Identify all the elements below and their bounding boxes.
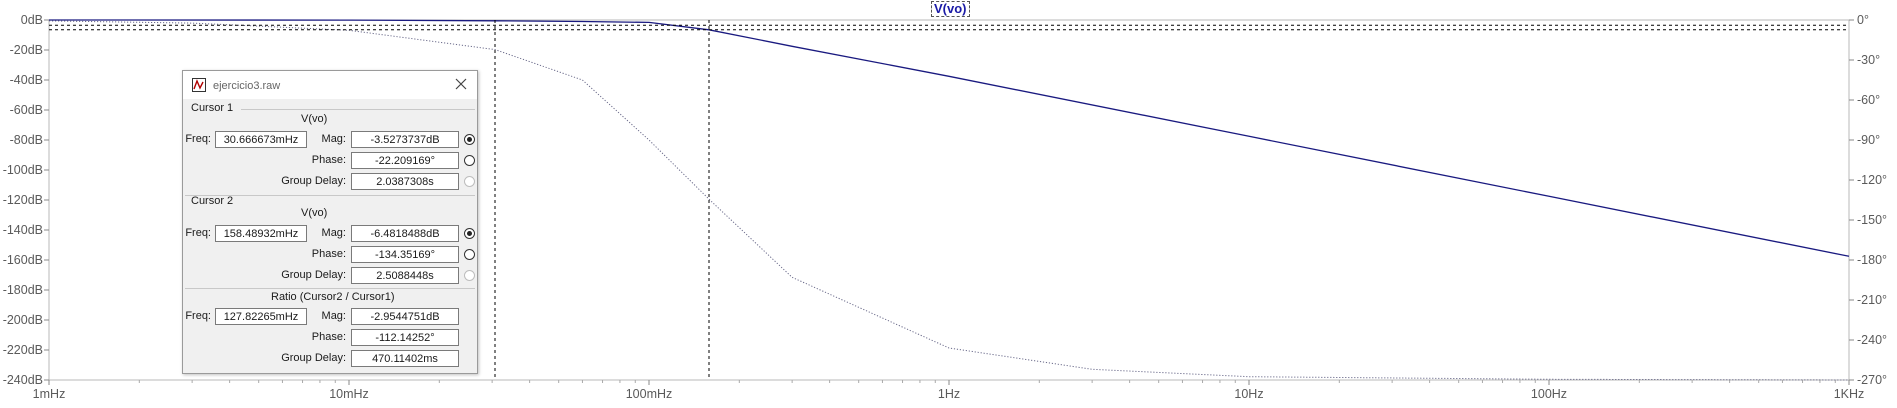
dialog-title: ejercicio3.raw: [213, 80, 281, 92]
x-tick-label: 10mHz: [329, 387, 369, 401]
right-tick-label: -210°: [1857, 293, 1887, 307]
ratio-freq-label: Freq:: [185, 310, 211, 322]
left-tick-label: -220dB: [3, 343, 43, 357]
cursor2-gd-field[interactable]: 2.5088448s: [351, 267, 459, 284]
dialog-titlebar[interactable]: ejercicio3.raw: [183, 71, 477, 99]
right-tick-label: -90°: [1857, 133, 1880, 147]
left-tick-label: 0dB: [21, 13, 43, 27]
ratio-gd-label: Group Delay:: [281, 352, 346, 364]
x-tick-label: 100Hz: [1531, 387, 1567, 401]
cursor1-gd-radio: [464, 176, 475, 187]
right-tick-label: -180°: [1857, 253, 1887, 267]
x-tick-label: 1Hz: [938, 387, 960, 401]
cursor2-mag-field[interactable]: -6.4818488dB: [351, 225, 459, 242]
axis-ticks: 0dB -20dB -40dB -60dB -80dB -100dB -120dB -140d…: [3, 13, 1887, 401]
ratio-mag-label: Mag:: [321, 310, 346, 322]
ratio-freq-field[interactable]: 127.82265mHz: [215, 308, 307, 325]
trace-title[interactable]: V(vo): [931, 1, 970, 17]
ratio-heading: Ratio (Cursor2 / Cursor1): [271, 291, 395, 303]
x-tick-label: 1mHz: [33, 387, 66, 401]
left-tick-label: -40dB: [10, 73, 43, 87]
divider: [185, 195, 475, 196]
left-tick-label: -200dB: [3, 313, 43, 327]
cursor2-trace: V(vo): [301, 207, 328, 219]
ratio-phase-field[interactable]: -112.14252°: [351, 329, 459, 346]
left-tick-label: -240dB: [3, 373, 43, 387]
right-tick-label: -120°: [1857, 173, 1887, 187]
phase-trace: [48, 20, 1850, 381]
cursor1-phase-field[interactable]: -22.209169°: [351, 152, 459, 169]
left-tick-label: -80dB: [10, 133, 43, 147]
left-tick-label: -120dB: [3, 193, 43, 207]
cursor1-gd-label: Group Delay:: [281, 175, 346, 187]
left-tick-label: -140dB: [3, 223, 43, 237]
left-tick-label: -180dB: [3, 283, 43, 297]
cursor2-phase-field[interactable]: -134.35169°: [351, 246, 459, 263]
cursor1-mag-radio[interactable]: [464, 134, 475, 145]
cursor-layer[interactable]: [49, 20, 1849, 380]
left-tick-label: -20dB: [10, 43, 43, 57]
x-tick-label: 100mHz: [626, 387, 673, 401]
cursor1-freq-label: Freq:: [185, 133, 211, 145]
cursor1-gd-field[interactable]: 2.0387308s: [351, 173, 459, 190]
cursor1-mag-field[interactable]: -3.5273737dB: [351, 131, 459, 148]
cursor1-phase-label: Phase:: [311, 154, 346, 166]
cursor2-phase-radio[interactable]: [464, 249, 475, 260]
ratio-phase-label: Phase:: [311, 331, 346, 343]
cursor2-freq-field[interactable]: 158.48932mHz: [215, 225, 307, 242]
divider: [185, 288, 475, 289]
cursor2-gd-label: Group Delay:: [281, 269, 346, 281]
cursor1-freq-field[interactable]: 30.666673mHz: [215, 131, 307, 148]
cursor2-mag-radio[interactable]: [464, 228, 475, 239]
cursor1-heading: Cursor 1: [191, 102, 234, 114]
right-tick-label: 0°: [1857, 13, 1869, 27]
cursor2-gd-radio: [464, 270, 475, 281]
cursor2-freq-label: Freq:: [185, 227, 211, 239]
x-tick-label: 10Hz: [1234, 387, 1263, 401]
close-icon[interactable]: [453, 76, 469, 92]
cursor1-mag-label: Mag:: [321, 133, 346, 145]
cursor2-phase-label: Phase:: [311, 248, 346, 260]
cursor1-trace: V(vo): [301, 113, 328, 125]
left-tick-label: -60dB: [10, 103, 43, 117]
cursor-dialog: ejercicio3.raw Cursor 1 V(vo) Freq: 30.6…: [182, 70, 478, 374]
right-tick-label: -30°: [1857, 53, 1880, 67]
left-tick-label: -160dB: [3, 253, 43, 267]
right-tick-label: -270°: [1857, 373, 1887, 387]
right-tick-label: -150°: [1857, 213, 1887, 227]
left-tick-label: -100dB: [3, 163, 43, 177]
x-tick-label: 1KHz: [1834, 387, 1865, 401]
plot-grid: [44, 19, 1854, 385]
waveform-app-icon: [192, 78, 206, 92]
cursor1-phase-radio[interactable]: [464, 155, 475, 166]
ratio-mag-field[interactable]: -2.9544751dB: [351, 308, 459, 325]
cursor2-heading: Cursor 2: [191, 195, 234, 207]
right-tick-label: -240°: [1857, 333, 1887, 347]
ratio-gd-field[interactable]: 470.11402ms: [351, 350, 459, 367]
right-tick-label: -60°: [1857, 93, 1880, 107]
cursor2-mag-label: Mag:: [321, 227, 346, 239]
divider: [241, 109, 475, 110]
